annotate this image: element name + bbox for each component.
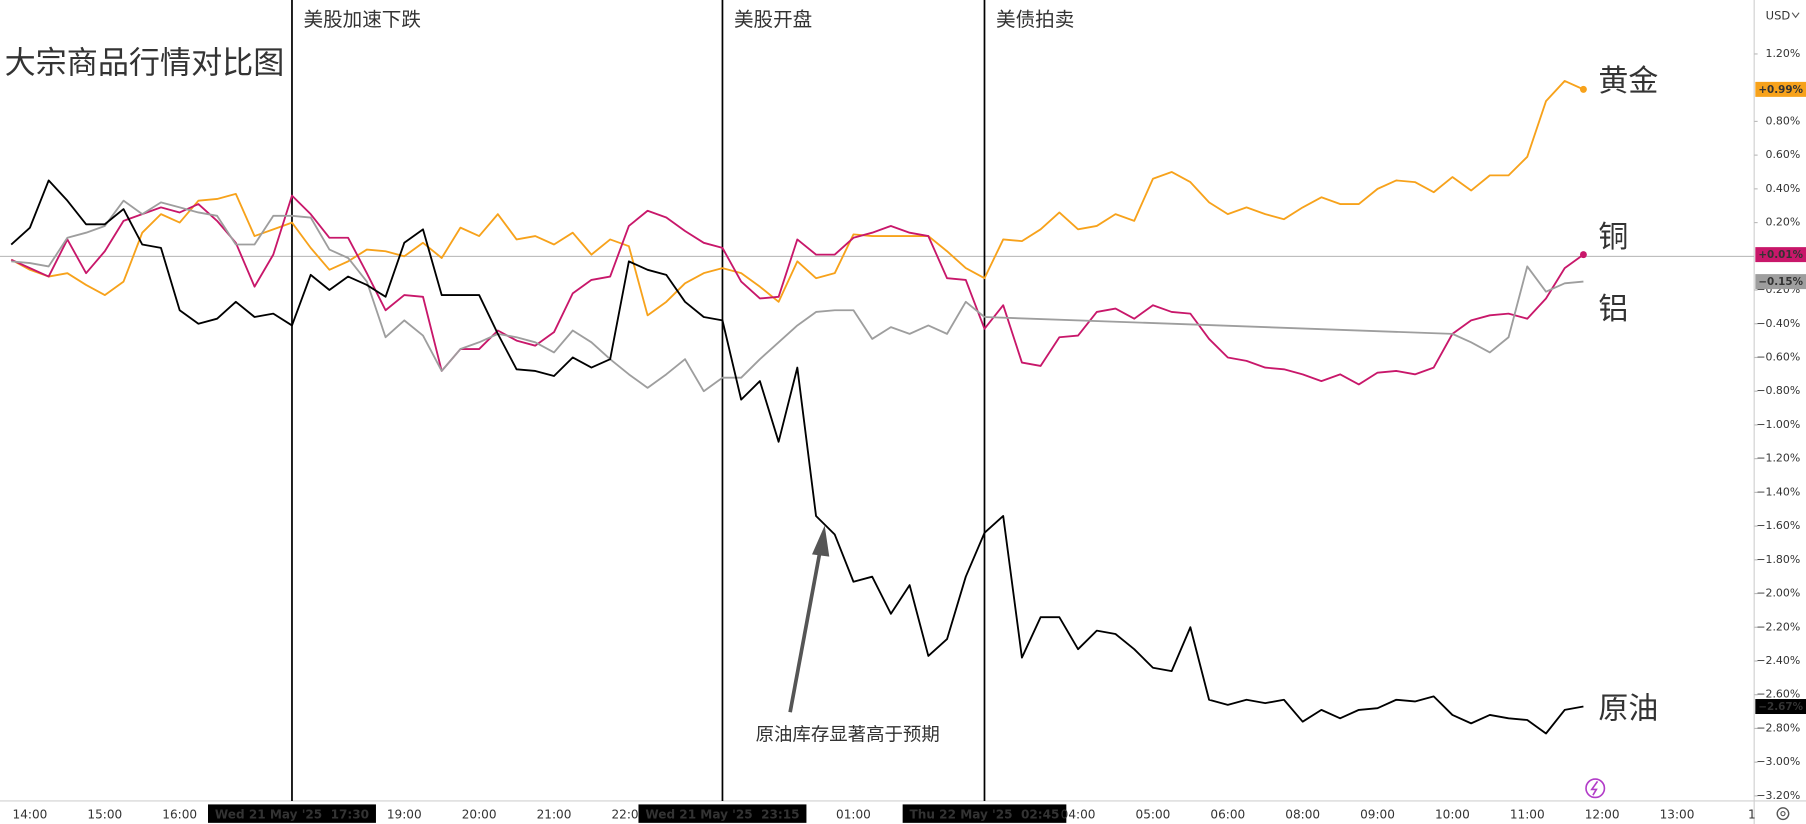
series-label: 黄金 [1598,64,1658,99]
x-tick-label: 05:00 [1136,807,1171,821]
y-tick-label: −1.20% [1756,452,1800,465]
y-tick-label: −1.60% [1756,519,1800,532]
last-value-label: −2.67% [1758,701,1803,713]
currency-selector[interactable]: USD [1766,9,1791,23]
last-value-badge [1755,81,1806,97]
gap-connector [984,316,1453,335]
y-tick-label: −1.80% [1756,553,1800,566]
currency-chevron[interactable] [1791,12,1800,19]
y-tick-label: −3.00% [1756,755,1800,768]
x-tick-highlight [207,804,376,823]
x-tick-label: 1 [1748,807,1756,821]
y-tick-label: 1.20% [1766,47,1801,60]
event-label: 美债拍卖 [996,8,1074,31]
x-tick-label: Wed 21 May '25 23:15 [645,807,799,821]
x-tick-label: 10:00 [1435,807,1470,821]
lightning-button[interactable] [1585,778,1606,799]
series-group: 黄金 [10,64,1658,317]
y-tick-label: −1.00% [1756,418,1800,431]
end-marker [1579,251,1587,259]
y-tick-label: −0.60% [1756,350,1800,363]
chart-title: 大宗商品行情对比图 [5,46,285,82]
settings-button[interactable] [1776,807,1790,821]
series-group: 原油 [10,179,1658,735]
x-tick-label: 12:00 [1585,807,1620,821]
x-tick-label: 06:00 [1210,807,1245,821]
x-tick-label: Thu 22 May '25 02:45 [910,807,1060,821]
x-tick-label: 15:00 [87,807,122,821]
last-value-label: +0.01% [1758,249,1803,261]
x-tick-label: 14:00 [13,807,48,821]
x-tick-label: 22:00 [611,807,646,821]
series-line [10,179,1584,735]
end-marker [1579,85,1587,93]
y-tick-label: −0.80% [1756,384,1800,397]
x-tick-label: 19:00 [387,807,422,821]
x-tick-label: 13:00 [1660,807,1695,821]
y-tick-label: −1.40% [1756,485,1800,498]
settings-icon [1780,810,1786,817]
y-tick-label: 0.60% [1766,148,1801,161]
annotation-text: 原油库存显著高于预期 [756,724,940,745]
x-tick-label: 04:00 [1061,807,1096,821]
y-tick-label: −2.80% [1756,721,1800,734]
event-label: 美股开盘 [734,8,812,31]
annotation-arrow-shaft [788,550,822,713]
x-tick-label: 08:00 [1285,807,1320,821]
x-tick-label: 01:00 [836,807,871,821]
last-value-badge [1755,699,1806,715]
y-tick-label: −2.40% [1756,654,1800,667]
x-tick-highlight [902,804,1067,823]
last-value-label: −0.15% [1758,276,1803,288]
x-tick-label: 21:00 [537,807,572,821]
y-tick-label: −2.20% [1756,620,1800,633]
y-tick-label: −0.40% [1756,317,1800,330]
lightning-icon [1590,780,1599,796]
x-tick-label: 11:00 [1510,807,1545,821]
x-tick-label: 20:00 [462,807,497,821]
x-tick-highlight [638,804,807,823]
y-tick-label: −2.60% [1756,688,1800,701]
series-line [1452,265,1584,354]
x-tick-label: Wed 21 May '25 17:30 [215,807,369,821]
event-label: 美股加速下跌 [303,8,420,31]
y-tick-label: −2.00% [1756,587,1800,600]
series-label: 铝 [1598,292,1628,327]
series-line [10,194,1584,386]
x-tick-label: 09:00 [1360,807,1395,821]
series-group: 铜 [10,194,1628,386]
x-tick-label: 16:00 [162,807,197,821]
series-label: 铜 [1598,220,1628,255]
y-tick-label: 0.80% [1766,114,1801,127]
y-tick-label: 0.20% [1766,216,1801,229]
last-value-badge [1755,247,1806,263]
y-tick-label: −3.20% [1756,789,1800,802]
series-label: 原油 [1598,691,1658,726]
last-value-label: +0.99% [1758,84,1803,96]
annotation-arrow-head [812,525,830,557]
series-line [10,80,1584,317]
y-tick-label: 0.40% [1766,182,1801,195]
last-value-badge [1755,274,1806,290]
